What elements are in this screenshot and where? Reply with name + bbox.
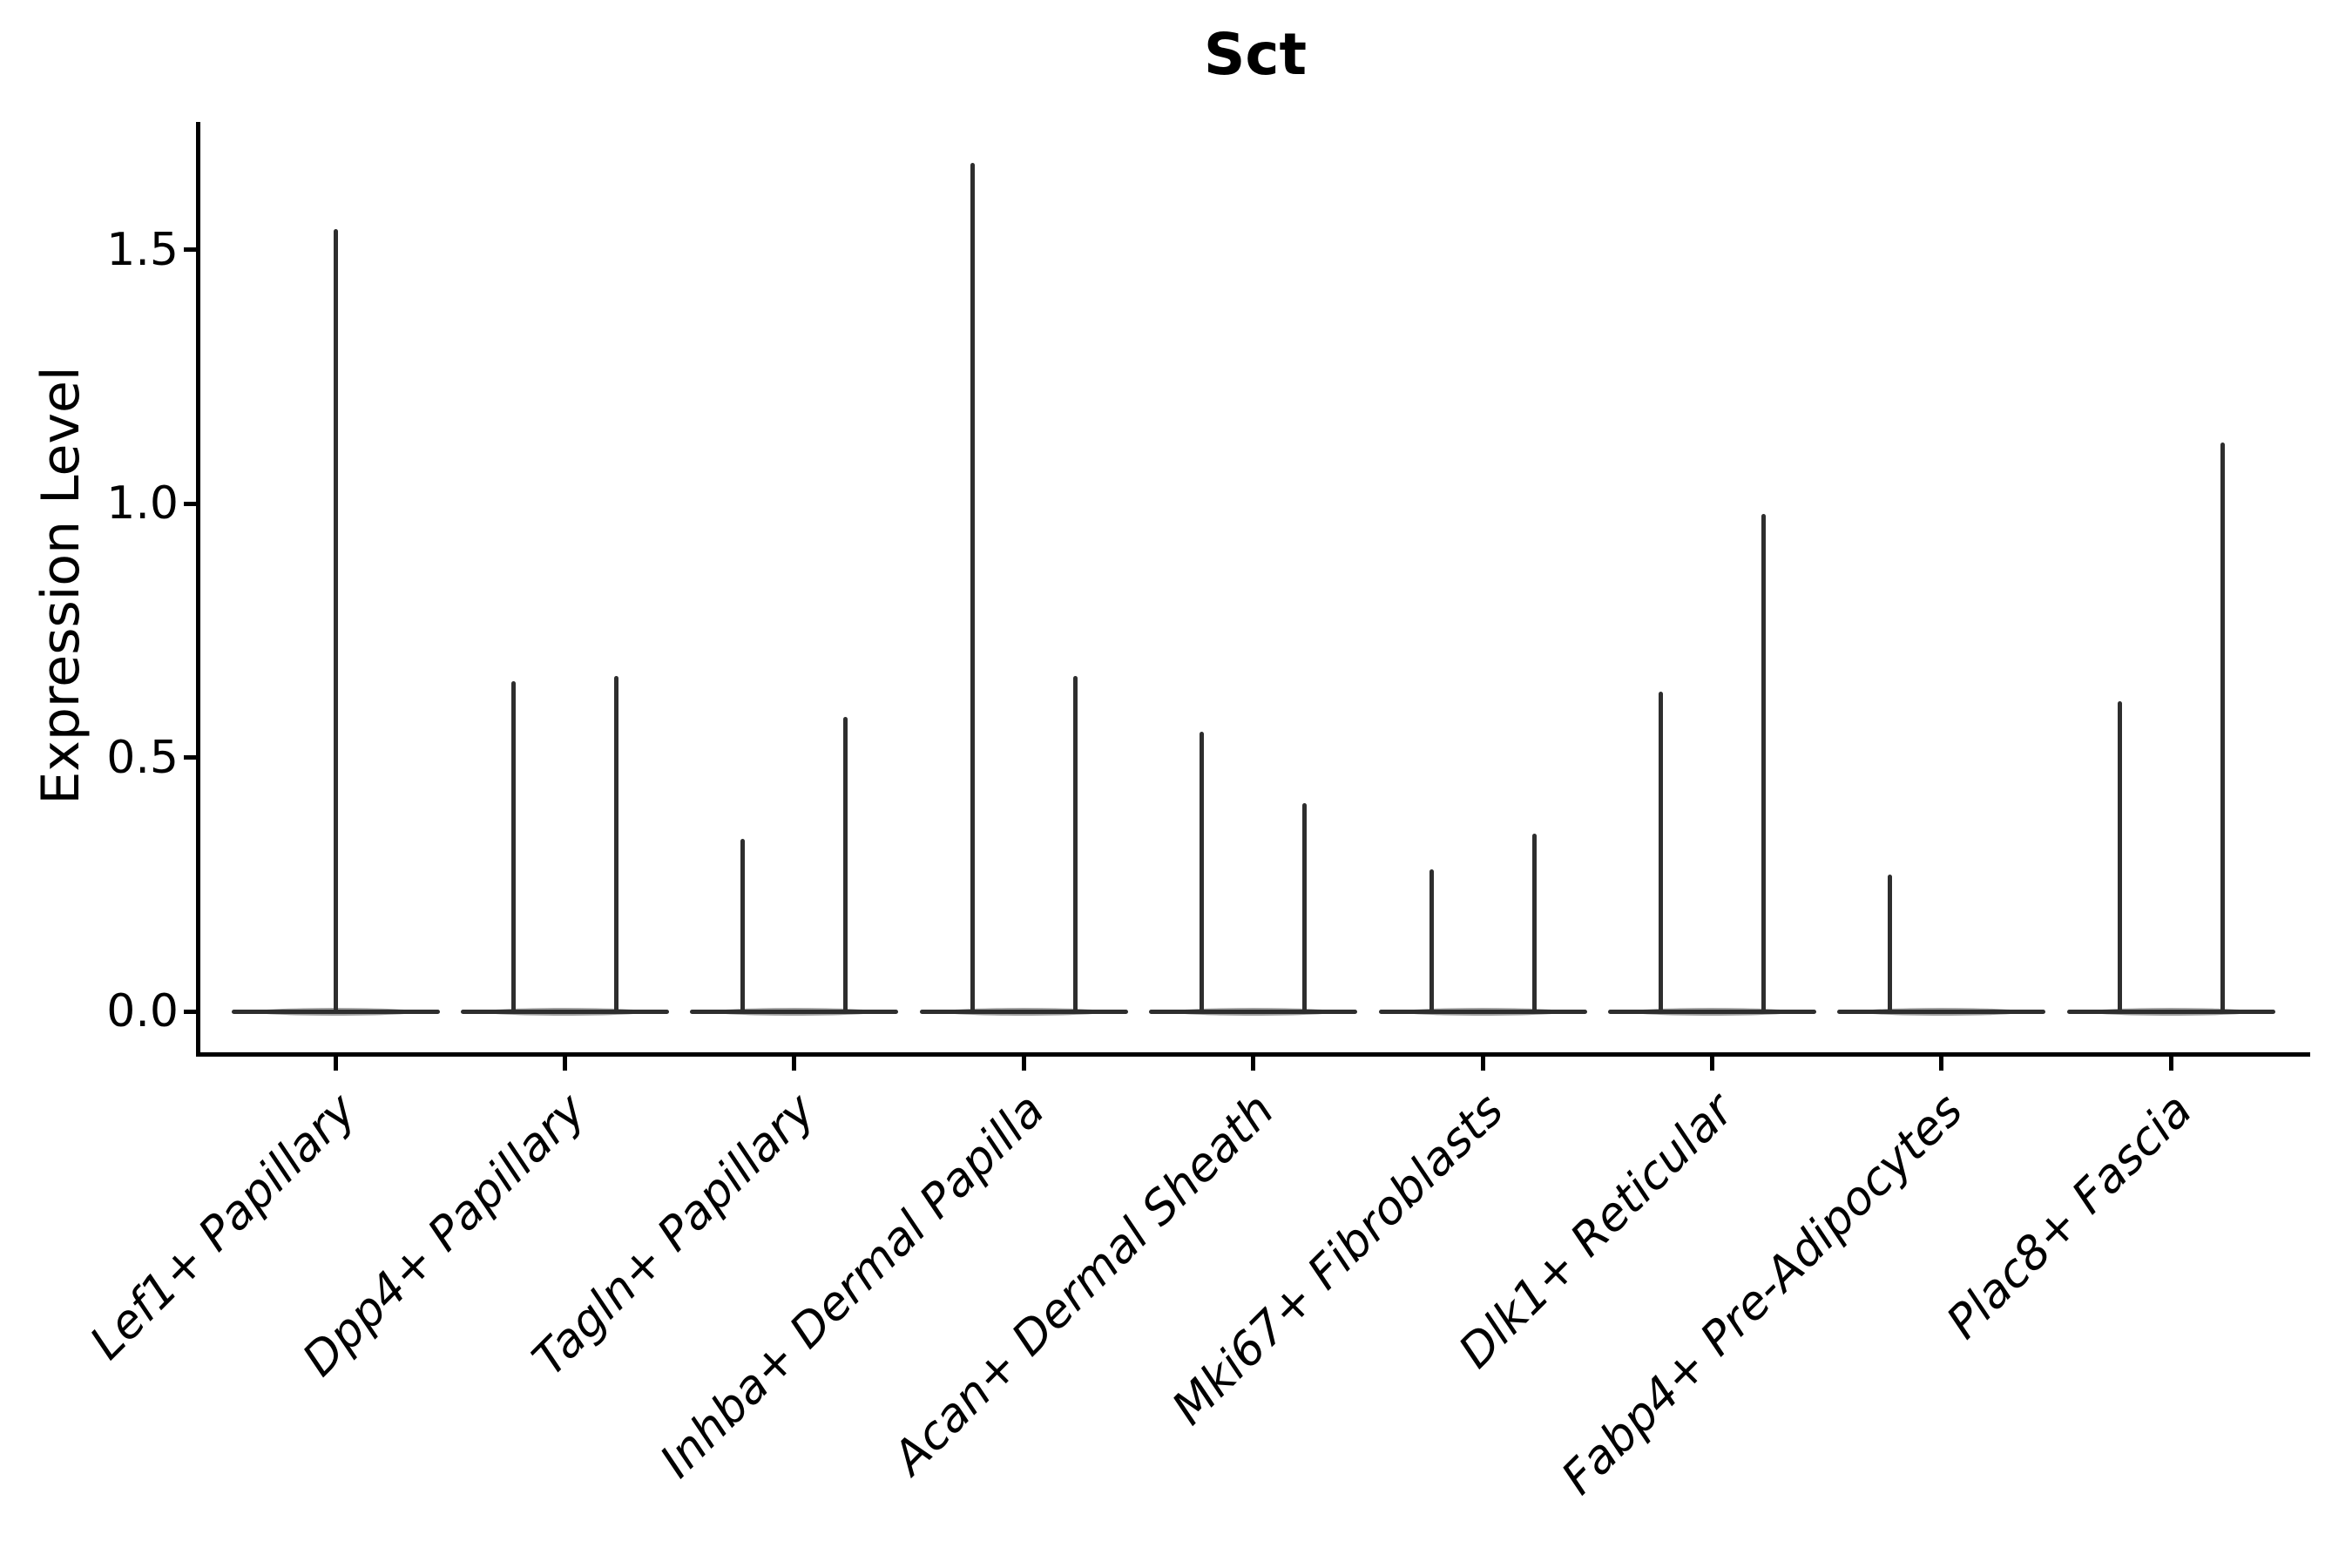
y-tick-label: 0.0 bbox=[106, 985, 179, 1037]
violin-spike bbox=[1658, 691, 1663, 1013]
x-tick-label: Fabp4+ Pre-Adipocytes bbox=[1551, 1083, 1973, 1505]
violin-spike bbox=[1531, 833, 1537, 1013]
x-tick bbox=[1251, 1056, 1256, 1071]
y-tick bbox=[184, 755, 198, 760]
chart-title: Sct bbox=[1203, 21, 1308, 88]
violin-spike bbox=[1429, 868, 1434, 1013]
y-tick-label: 1.5 bbox=[106, 223, 179, 276]
violin-baseline bbox=[690, 1009, 899, 1014]
violin-spike bbox=[2117, 701, 2122, 1013]
violin-spike bbox=[1072, 676, 1078, 1013]
x-tick bbox=[2168, 1056, 2173, 1071]
y-tick-label: 0.5 bbox=[106, 731, 179, 784]
violin-spike bbox=[510, 681, 516, 1013]
x-tick bbox=[1480, 1056, 1485, 1071]
violin-spike bbox=[613, 676, 618, 1013]
violin-spike bbox=[1761, 513, 1766, 1013]
y-tick bbox=[184, 247, 198, 252]
x-tick bbox=[1021, 1056, 1026, 1071]
x-axis-spine bbox=[195, 1051, 2310, 1057]
y-tick bbox=[184, 501, 198, 506]
violin-spike bbox=[1302, 802, 1308, 1013]
violin-baseline bbox=[460, 1009, 669, 1014]
x-tick bbox=[1709, 1056, 1714, 1071]
violin-spike bbox=[843, 716, 848, 1013]
violin-baseline bbox=[1837, 1009, 2046, 1014]
x-tick bbox=[792, 1056, 797, 1071]
x-tick bbox=[333, 1056, 338, 1071]
violin-baseline bbox=[1607, 1009, 1816, 1014]
x-tick-label: Plac8+ Fascia bbox=[1936, 1083, 2203, 1349]
violin-baseline bbox=[2066, 1009, 2275, 1014]
x-tick bbox=[562, 1056, 567, 1071]
violin-baseline bbox=[919, 1009, 1128, 1014]
y-tick-label: 1.0 bbox=[106, 477, 179, 530]
violin-baseline bbox=[1378, 1009, 1587, 1014]
violin-spike bbox=[740, 838, 746, 1013]
violin-baseline bbox=[1149, 1009, 1358, 1014]
x-tick bbox=[1939, 1056, 1944, 1071]
violin-spike bbox=[1888, 874, 1893, 1013]
violin-spike bbox=[1200, 732, 1205, 1013]
violin-spike bbox=[970, 163, 975, 1013]
y-axis-spine bbox=[195, 122, 200, 1057]
x-tick-label: Acan+ Dermal Sheath bbox=[883, 1083, 1285, 1485]
violin-spike bbox=[333, 229, 338, 1013]
x-tick-label: Inhba+ Dermal Papilla bbox=[650, 1083, 1056, 1489]
violin-spike bbox=[2220, 443, 2225, 1013]
y-tick bbox=[184, 1009, 198, 1014]
